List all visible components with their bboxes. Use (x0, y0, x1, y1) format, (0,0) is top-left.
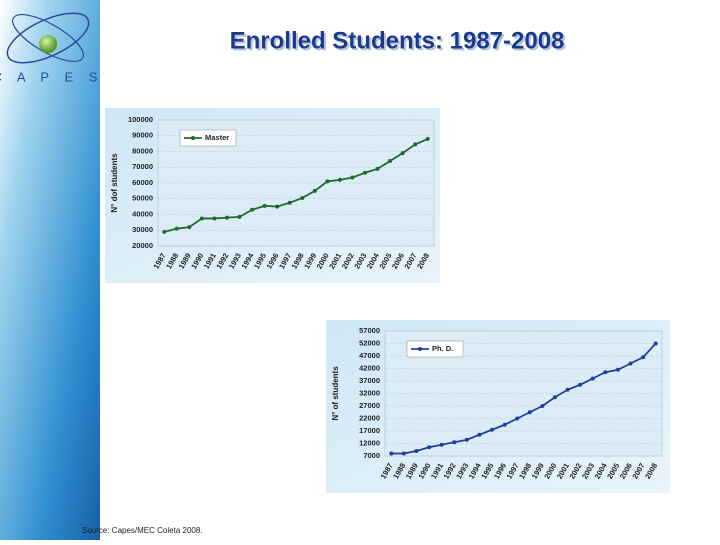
data-point (425, 136, 430, 141)
data-point (389, 451, 394, 456)
data-point (641, 355, 646, 360)
title-shadow: Enrolled Students: 1987-2008 (232, 29, 567, 56)
data-point (464, 437, 469, 442)
y-tick-label: 90000 (132, 131, 153, 140)
data-point (225, 215, 229, 220)
data-point (401, 451, 406, 456)
legend-label: Master (205, 133, 229, 142)
logo: C A P E S (0, 12, 103, 84)
data-point (628, 361, 633, 366)
data-point (237, 214, 242, 219)
y-tick-label: 7000 (363, 451, 380, 460)
y-tick-label: 52000 (359, 338, 380, 347)
data-point (552, 395, 557, 400)
y-tick-label: 17000 (359, 426, 380, 435)
y-tick-label: 57000 (359, 326, 380, 335)
data-point (312, 188, 317, 193)
data-point (250, 207, 255, 212)
data-point (275, 204, 280, 209)
legend-label: Ph. D. (432, 344, 453, 353)
data-point (363, 170, 367, 175)
y-tick-label: 60000 (132, 178, 153, 187)
data-point (337, 177, 342, 182)
data-point (590, 376, 595, 381)
legend-box (406, 340, 464, 358)
y-axis-label: N° dof students (110, 153, 119, 213)
data-point (400, 151, 405, 156)
data-point (212, 216, 217, 221)
y-tick-label: 80000 (132, 146, 153, 155)
data-point (439, 442, 444, 447)
y-tick-label: 70000 (132, 162, 153, 171)
legend-marker (418, 347, 422, 351)
series-line (164, 138, 429, 233)
legend-marker (191, 136, 195, 140)
data-point (427, 445, 432, 450)
data-point (262, 203, 267, 208)
data-point (477, 432, 482, 437)
data-point (578, 382, 583, 387)
data-point (603, 370, 608, 375)
data-point (527, 410, 532, 415)
data-point (653, 341, 658, 346)
data-point (162, 229, 167, 234)
y-tick-label: 50000 (132, 194, 153, 203)
y-tick-label: 100000 (128, 115, 153, 124)
data-point (375, 166, 380, 171)
data-point (287, 200, 292, 205)
y-tick-label: 40000 (132, 209, 153, 218)
y-tick-label: 30000 (132, 225, 153, 234)
data-point (174, 226, 179, 231)
data-point (414, 449, 419, 453)
y-axis-label: N° of students (331, 366, 340, 421)
slide-title: Enrolled Students: 1987-2008 (230, 27, 565, 54)
data-point (565, 387, 570, 392)
data-point (300, 195, 305, 200)
y-tick-label: 32000 (359, 388, 380, 397)
y-tick-label: 42000 (359, 363, 380, 372)
data-point (413, 142, 418, 147)
data-point (187, 225, 192, 230)
data-point (199, 216, 204, 221)
y-tick-label: 20000 (132, 241, 153, 250)
series-line (391, 342, 657, 455)
source-note: Source: Capes/MEC Coleta 2008. (82, 526, 203, 535)
data-point (388, 158, 393, 163)
data-point (325, 179, 330, 184)
y-tick-label: 22000 (359, 413, 380, 422)
y-tick-label: 37000 (359, 376, 380, 385)
data-point (615, 367, 620, 372)
data-point (350, 175, 355, 180)
legend-box (179, 129, 237, 147)
logo-text: C A P E S (0, 69, 103, 84)
data-point (502, 422, 507, 427)
data-point (452, 440, 457, 445)
data-point (490, 427, 495, 432)
y-tick-label: 12000 (359, 438, 380, 447)
data-point (540, 404, 545, 408)
side-band (0, 0, 100, 540)
y-tick-label: 47000 (359, 351, 380, 360)
data-point (515, 416, 520, 421)
y-tick-label: 27000 (359, 401, 380, 410)
